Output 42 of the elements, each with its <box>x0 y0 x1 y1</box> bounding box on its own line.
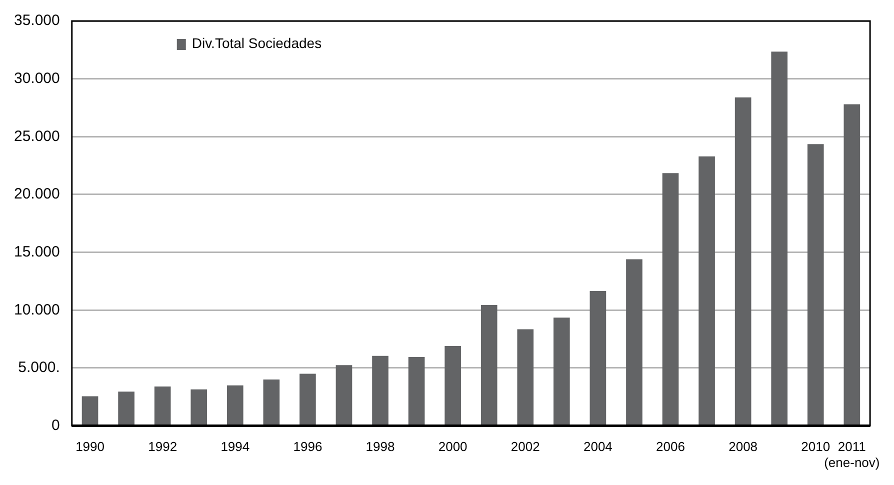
x-tick-label: 2010 <box>801 439 830 454</box>
x-tick-label: 1990 <box>76 439 104 454</box>
bar <box>590 291 606 426</box>
bar <box>698 156 715 426</box>
bar <box>408 356 425 426</box>
bar <box>372 356 388 426</box>
bar <box>226 385 244 426</box>
bar <box>626 259 642 426</box>
bar <box>336 365 352 426</box>
bar <box>844 104 860 426</box>
bar <box>154 386 171 426</box>
bar <box>263 380 280 426</box>
y-tick-label: 0 <box>52 416 60 434</box>
x-tick-label: 2008 <box>728 439 758 454</box>
x-tick-label: 1998 <box>366 439 395 454</box>
y-tick-label: 30.000 <box>14 70 60 87</box>
x-tick-label: 1996 <box>293 439 322 454</box>
bar <box>517 329 534 426</box>
bar <box>662 173 679 426</box>
bar <box>734 97 752 426</box>
bar <box>300 374 316 426</box>
x-tick-label: 2006 <box>656 439 685 454</box>
legend-label: Div.Total Sociedades <box>192 34 322 51</box>
x-tick-label: 2004 <box>583 439 612 454</box>
x-tick-label: 1992 <box>148 439 178 454</box>
bar <box>480 304 498 426</box>
x-tick-label: 2002 <box>510 439 540 454</box>
bar <box>771 52 788 426</box>
bar <box>444 346 461 426</box>
y-tick-label: 15.000 <box>14 243 60 260</box>
bar <box>118 392 134 426</box>
y-tick-label: 35.000 <box>14 12 60 30</box>
y-tick-label: 5.000. <box>18 359 60 376</box>
bar <box>190 389 208 426</box>
bar <box>82 396 98 426</box>
x-tick-label: 1994 <box>220 439 250 454</box>
y-tick-label: 20.000 <box>14 186 60 203</box>
bar <box>554 318 570 426</box>
y-tick-label: 25.000 <box>14 128 60 145</box>
x-tick-label: 2000 <box>438 439 468 454</box>
bar <box>807 144 824 426</box>
y-tick-label: 10.000 <box>14 301 60 318</box>
